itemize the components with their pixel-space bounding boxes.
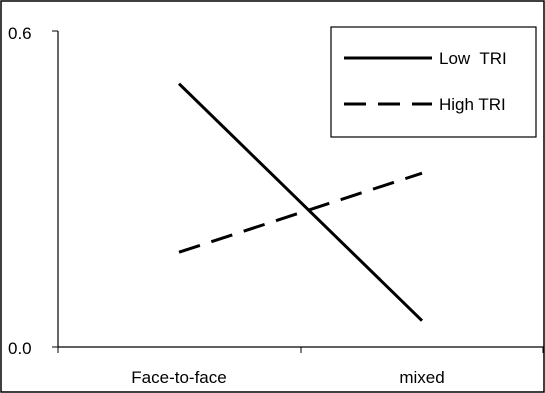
y-tick-label-max: 0.6 [8,24,32,43]
x-tick-label-mixed: mixed [399,368,444,387]
y-tick-label-min: 0.0 [8,339,32,358]
x-tick-label-face-to-face: Face-to-face [131,368,226,387]
series-line-high-tri [178,171,423,254]
series-line-low-tri [177,82,424,322]
legend-box [330,26,537,138]
legend-label-high-tri: High TRI [439,95,506,114]
legend-label-low-tri: Low TRI [439,49,507,68]
